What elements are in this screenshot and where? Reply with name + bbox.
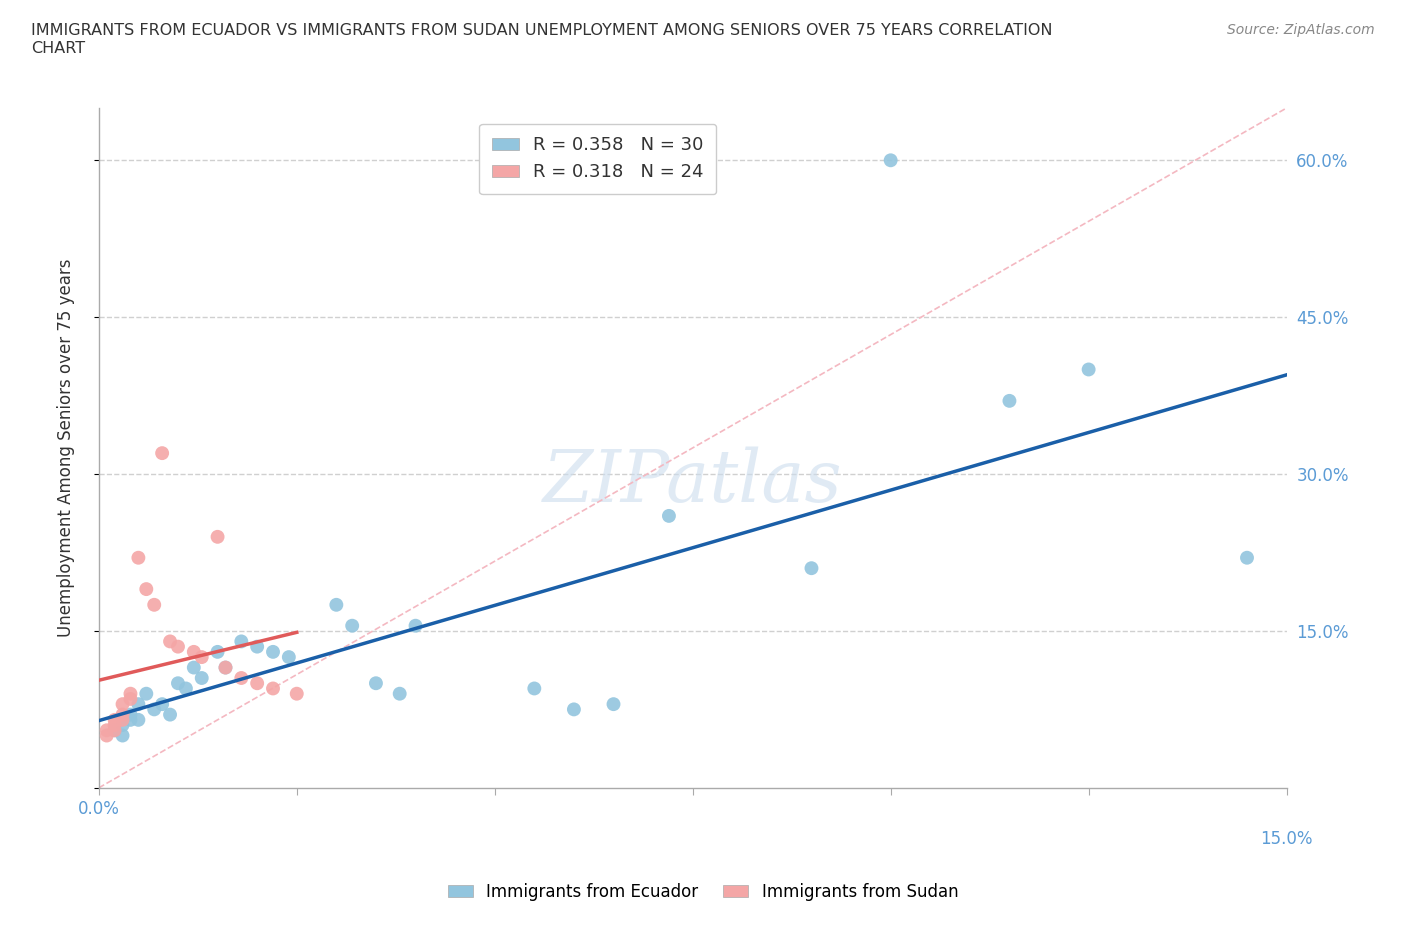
Point [800,561,823,576]
Point [207,529,229,544]
Point [111,712,134,727]
Point [127,551,149,565]
Point [127,712,149,727]
Point [120,686,142,701]
Point [120,707,142,722]
Point [388,686,411,701]
Point [135,581,157,596]
Point [190,650,212,665]
Point [96,723,118,737]
Point [277,650,299,665]
Point [143,702,166,717]
Legend: Immigrants from Ecuador, Immigrants from Sudan: Immigrants from Ecuador, Immigrants from… [441,876,965,908]
Point [190,671,212,685]
Point [111,728,134,743]
Point [150,697,173,711]
Point [523,681,546,696]
Point [167,639,190,654]
Point [104,723,127,737]
Point [120,712,142,727]
Point [159,634,181,649]
Point [879,153,901,167]
Point [143,597,166,612]
Point [340,618,363,633]
Point [207,644,229,659]
Point [104,723,127,737]
Point [602,697,624,711]
Point [183,660,205,675]
Point [285,686,308,701]
Point [1077,362,1099,377]
Point [120,692,142,707]
Point [658,509,681,524]
Point [405,618,427,633]
Text: IMMIGRANTS FROM ECUADOR VS IMMIGRANTS FROM SUDAN UNEMPLOYMENT AMONG SENIORS OVER: IMMIGRANTS FROM ECUADOR VS IMMIGRANTS FR… [31,23,1053,56]
Point [214,660,236,675]
Point [262,681,284,696]
Text: Source: ZipAtlas.com: Source: ZipAtlas.com [1227,23,1375,37]
Point [135,686,157,701]
Point [111,718,134,733]
Legend: R = 0.358   N = 30, R = 0.318   N = 24: R = 0.358 N = 30, R = 0.318 N = 24 [479,124,716,194]
Point [231,634,253,649]
Point [159,707,181,722]
Point [167,676,190,691]
Point [96,728,118,743]
Point [111,697,134,711]
Text: 15.0%: 15.0% [1260,830,1313,847]
Point [246,639,269,654]
Point [364,676,387,691]
Point [325,597,347,612]
Point [262,644,284,659]
Point [174,681,197,696]
Point [127,697,149,711]
Point [150,445,173,460]
Point [104,712,127,727]
Point [998,393,1021,408]
Text: ZIPatlas: ZIPatlas [543,446,842,517]
Point [562,702,585,717]
Point [111,707,134,722]
Point [214,660,236,675]
Y-axis label: Unemployment Among Seniors over 75 years: Unemployment Among Seniors over 75 years [58,259,75,637]
Point [231,671,253,685]
Point [1236,551,1258,565]
Point [183,644,205,659]
Point [104,718,127,733]
Point [246,676,269,691]
